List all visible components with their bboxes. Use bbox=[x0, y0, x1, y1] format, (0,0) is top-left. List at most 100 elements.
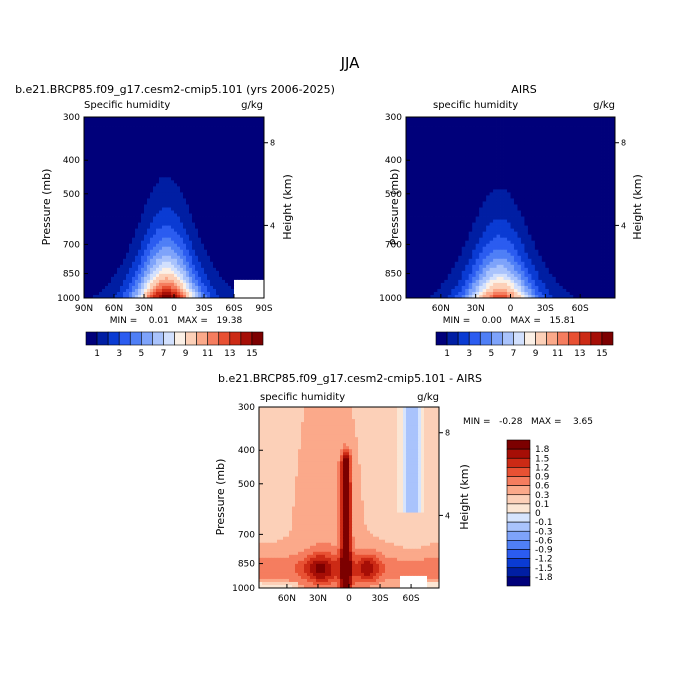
field-cell bbox=[207, 183, 211, 187]
field-cell bbox=[129, 285, 133, 290]
field-cell bbox=[538, 126, 543, 130]
field-cell bbox=[195, 123, 199, 127]
field-cell bbox=[246, 234, 250, 239]
field-cell bbox=[601, 180, 605, 184]
field-cell bbox=[255, 240, 259, 245]
field-cell bbox=[440, 144, 445, 148]
field-cell bbox=[177, 180, 181, 184]
field-cell bbox=[189, 159, 193, 163]
field-cell bbox=[84, 126, 88, 130]
field-cell bbox=[150, 198, 154, 202]
field-cell bbox=[583, 168, 588, 172]
field-cell bbox=[204, 237, 208, 242]
field-cell bbox=[117, 171, 121, 175]
field-cell bbox=[114, 198, 118, 202]
field-cell bbox=[454, 183, 459, 187]
field-cell bbox=[566, 159, 571, 163]
field-cell bbox=[451, 177, 456, 181]
field-cell bbox=[207, 201, 211, 205]
field-cell bbox=[111, 216, 115, 220]
field-cell bbox=[249, 207, 253, 211]
field-cell bbox=[507, 126, 511, 130]
field-cell bbox=[261, 246, 265, 251]
field-cell bbox=[433, 177, 438, 181]
field-cell bbox=[198, 174, 202, 178]
field-cell bbox=[472, 168, 477, 172]
field-cell bbox=[87, 162, 91, 166]
field-cell bbox=[513, 132, 518, 136]
field-cell bbox=[406, 180, 410, 184]
field-cell bbox=[129, 276, 133, 281]
field-cell bbox=[249, 138, 253, 142]
field-cell bbox=[594, 153, 598, 157]
field-cell bbox=[237, 204, 241, 208]
field-cell bbox=[219, 240, 223, 245]
field-cell bbox=[601, 165, 605, 169]
field-cell bbox=[611, 147, 616, 151]
field-cell bbox=[201, 195, 205, 199]
field-cell bbox=[412, 120, 417, 124]
field-cell bbox=[437, 123, 442, 127]
field-cell bbox=[507, 138, 511, 142]
field-cell bbox=[416, 177, 421, 181]
field-cell bbox=[123, 117, 127, 121]
field-cell bbox=[180, 201, 184, 205]
field-cell bbox=[117, 240, 121, 245]
field-cell bbox=[105, 174, 109, 178]
field-cell bbox=[489, 126, 494, 130]
field-cell bbox=[111, 132, 115, 136]
field-cell bbox=[222, 207, 226, 211]
field-cell bbox=[472, 150, 477, 154]
field-cell bbox=[135, 177, 139, 181]
field-cell bbox=[503, 117, 508, 121]
field-cell bbox=[171, 288, 175, 293]
field-cell bbox=[255, 270, 259, 275]
field-cell bbox=[583, 147, 588, 151]
field-cell bbox=[87, 234, 91, 239]
field-cell bbox=[153, 276, 157, 281]
field-cell bbox=[102, 291, 106, 296]
field-cell bbox=[240, 207, 244, 211]
field-cell bbox=[261, 231, 265, 236]
field-cell bbox=[204, 216, 208, 220]
field-cell bbox=[437, 132, 442, 136]
field-cell bbox=[129, 132, 133, 136]
field-cell bbox=[507, 144, 511, 148]
field-cell bbox=[171, 126, 175, 130]
field-cell bbox=[108, 147, 112, 151]
field-cell bbox=[93, 138, 97, 142]
field-cell bbox=[261, 174, 265, 178]
field-cell bbox=[231, 219, 235, 223]
field-cell bbox=[90, 240, 94, 245]
field-cell bbox=[252, 192, 256, 196]
field-cell bbox=[559, 138, 564, 142]
field-cell bbox=[479, 153, 484, 157]
field-cell bbox=[159, 117, 163, 121]
field-cell bbox=[102, 126, 106, 130]
field-cell bbox=[234, 183, 238, 187]
field-cell bbox=[465, 138, 470, 142]
field-cell bbox=[150, 171, 154, 175]
field-cell bbox=[204, 150, 208, 154]
field-cell bbox=[150, 234, 154, 239]
field-cell bbox=[165, 186, 169, 190]
field-cell bbox=[135, 234, 139, 239]
field-cell bbox=[249, 171, 253, 175]
field-cell bbox=[437, 144, 442, 148]
field-cell bbox=[541, 120, 546, 124]
field-cell bbox=[207, 279, 211, 284]
field-cell bbox=[204, 261, 208, 266]
field-cell bbox=[90, 195, 94, 199]
field-cell bbox=[231, 144, 235, 148]
field-cell bbox=[228, 156, 232, 160]
field-cell bbox=[219, 273, 223, 278]
field-cell bbox=[576, 129, 581, 133]
field-cell bbox=[177, 285, 181, 290]
field-cell bbox=[147, 291, 151, 296]
field-cell bbox=[222, 162, 226, 166]
field-cell bbox=[548, 180, 553, 184]
field-cell bbox=[135, 147, 139, 151]
field-cell bbox=[153, 123, 157, 127]
field-cell bbox=[102, 258, 106, 263]
field-cell bbox=[174, 165, 178, 169]
